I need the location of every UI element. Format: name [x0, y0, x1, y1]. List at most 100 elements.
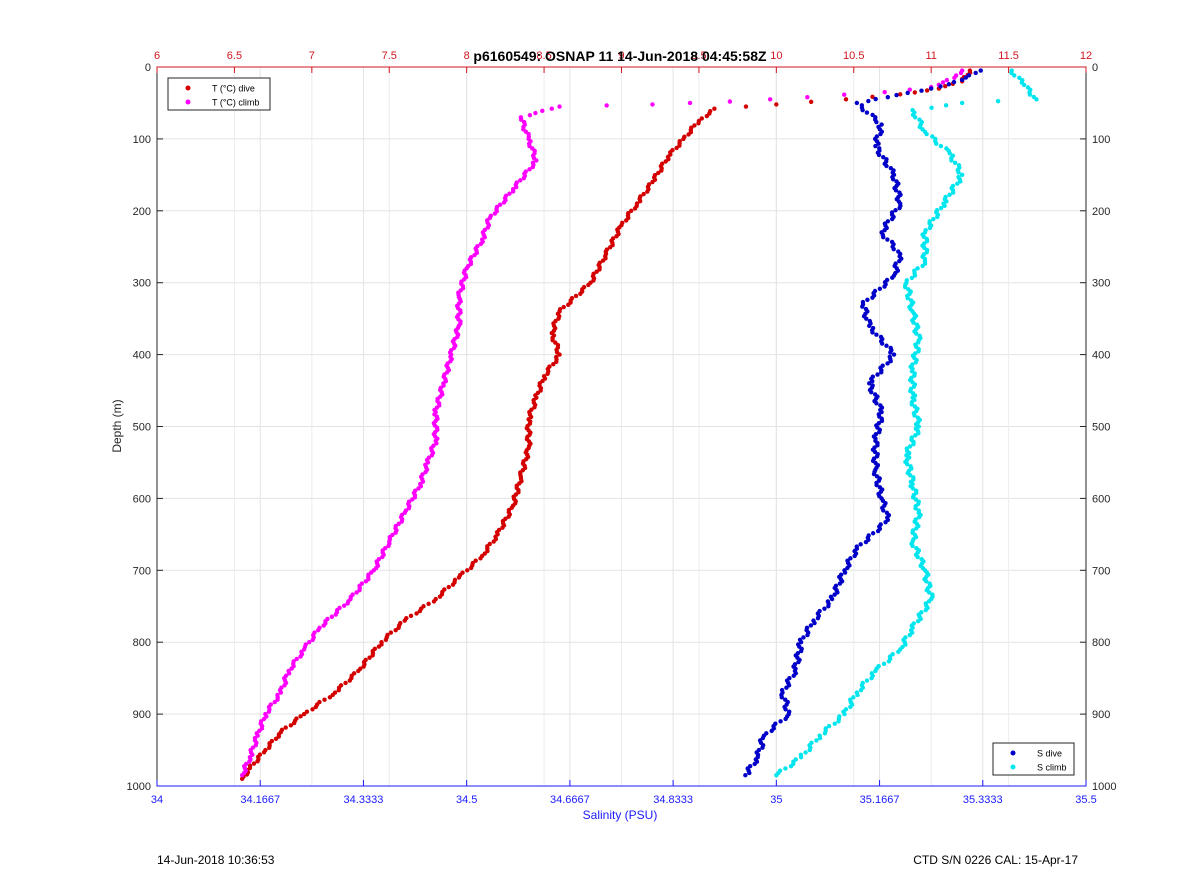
x-top-tick-label: 6.5 — [227, 50, 242, 62]
data-point — [927, 225, 933, 231]
data-point — [889, 216, 895, 222]
data-point — [873, 668, 878, 674]
data-point — [876, 141, 881, 146]
data-point — [949, 158, 954, 163]
data-point — [865, 297, 870, 303]
data-point — [417, 608, 423, 614]
data-point — [527, 112, 533, 118]
data-point — [446, 584, 451, 590]
data-point — [370, 653, 375, 658]
data-point — [885, 237, 890, 242]
data-point — [329, 614, 335, 619]
data-point — [478, 556, 483, 561]
data-point — [594, 269, 599, 274]
data-point — [465, 568, 470, 573]
data-point — [940, 80, 946, 85]
data-point — [848, 704, 853, 710]
legend-marker — [185, 85, 191, 91]
data-point — [656, 170, 661, 176]
data-point — [885, 94, 891, 100]
footer-sensor-info: CTD S/N 0226 CAL: 15-Apr-17 — [913, 853, 1078, 867]
legend-salinity: S dive S climb — [992, 742, 1075, 776]
data-point — [347, 678, 352, 683]
y-tick-label-left: 900 — [133, 709, 151, 721]
data-point — [791, 673, 796, 678]
data-point — [478, 241, 484, 247]
data-point — [1027, 92, 1033, 97]
data-point — [282, 683, 287, 688]
data-point — [255, 759, 260, 764]
legend-label: S climb — [1037, 763, 1067, 773]
data-point — [686, 132, 691, 137]
data-point — [842, 711, 847, 717]
data-point — [1034, 97, 1039, 102]
data-point — [934, 141, 939, 146]
data-point — [712, 106, 717, 111]
data-point — [247, 759, 252, 764]
data-point — [774, 773, 779, 778]
data-point — [506, 514, 511, 519]
data-point — [356, 668, 361, 674]
data-point — [497, 202, 503, 207]
data-point — [888, 350, 893, 355]
data-point — [938, 205, 944, 211]
y-tick-label-left: 300 — [133, 278, 151, 290]
data-point — [266, 709, 272, 714]
grid-lines — [157, 67, 1086, 786]
data-point — [386, 543, 391, 549]
data-point — [874, 119, 879, 125]
data-point — [914, 526, 919, 531]
data-point — [867, 323, 872, 329]
data-point — [659, 168, 664, 173]
data-point — [946, 82, 952, 87]
footer-timestamp: 14-Jun-2018 10:36:53 — [157, 853, 275, 867]
data-point — [473, 558, 478, 563]
data-point — [902, 284, 908, 290]
y-tick-label-right: 400 — [1092, 350, 1110, 362]
chart-title: p6160549: OSNAP 11 14-Jun-2018 04:45:58Z — [473, 48, 767, 64]
data-point — [886, 659, 892, 664]
data-point — [911, 441, 916, 447]
data-point — [306, 640, 312, 645]
data-point — [472, 252, 477, 258]
data-point — [393, 530, 398, 535]
data-point — [629, 208, 634, 213]
data-point — [566, 302, 571, 308]
data-point — [645, 189, 650, 194]
y-tick-label-right: 0 — [1092, 62, 1098, 74]
data-point — [930, 134, 935, 139]
data-point — [879, 370, 884, 375]
data-point — [383, 637, 389, 643]
data-point — [399, 519, 404, 524]
data-point — [864, 110, 870, 115]
data-point — [876, 152, 882, 158]
x-bottom-tick-label: 35 — [770, 794, 782, 806]
data-point — [909, 275, 915, 281]
data-point — [836, 719, 841, 724]
data-point — [898, 92, 903, 97]
data-point — [518, 178, 523, 183]
data-point — [905, 90, 910, 96]
data-point — [416, 486, 421, 491]
y-tick-label-right: 200 — [1092, 206, 1110, 218]
data-point — [864, 678, 870, 683]
data-point — [808, 99, 814, 105]
x-top-tick-label: 7.5 — [382, 50, 397, 62]
data-point — [924, 88, 930, 93]
data-point — [402, 618, 407, 623]
data-point — [294, 656, 299, 662]
data-point — [896, 649, 901, 654]
data-point — [408, 613, 414, 619]
y-tick-label-right: 900 — [1092, 709, 1110, 721]
data-point — [916, 349, 921, 354]
x-top-tick-label: 9.5 — [691, 50, 706, 62]
data-point — [1012, 73, 1017, 78]
data-point — [783, 766, 788, 771]
y-tick-label-right: 500 — [1092, 422, 1110, 434]
data-point — [336, 687, 341, 693]
y-tick-label-left: 1000 — [127, 781, 151, 793]
data-point — [890, 177, 896, 182]
data-point — [879, 122, 884, 127]
data-point — [874, 332, 879, 337]
data-point — [837, 581, 843, 586]
